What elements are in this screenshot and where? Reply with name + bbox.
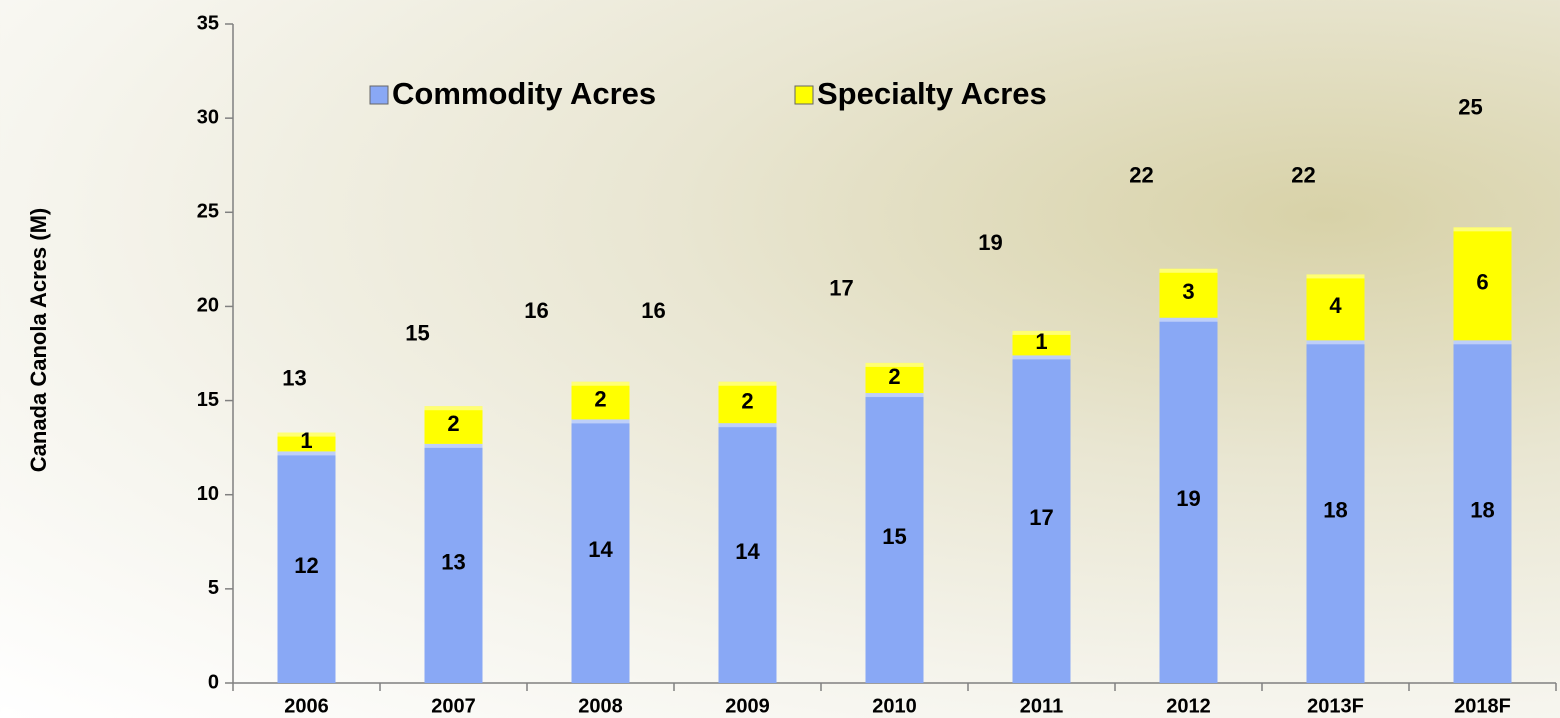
data-label: 14	[735, 539, 760, 564]
x-tick-label: 2011	[1020, 695, 1063, 717]
bar-segment	[571, 419, 630, 683]
x-tick-label: 2013F	[1307, 695, 1364, 717]
data-label: 12	[294, 553, 318, 578]
total-label: 13	[282, 366, 306, 391]
y-tick-label: 15	[197, 389, 219, 411]
bar-cap	[1159, 317, 1218, 322]
bar-segment	[1306, 274, 1365, 341]
bar-segment	[1159, 268, 1218, 318]
data-label: 2	[741, 388, 753, 413]
data-label: 2	[594, 386, 606, 411]
x-tick-label: 2018F	[1454, 695, 1511, 717]
y-tick-label: 5	[208, 577, 219, 599]
total-label: 15	[405, 320, 429, 345]
bar-segment	[718, 381, 777, 424]
data-label: 4	[1329, 293, 1342, 318]
total-label: 22	[1291, 162, 1315, 187]
bar-segment	[1306, 340, 1365, 683]
bar-segment	[1012, 330, 1071, 356]
data-label: 17	[1029, 505, 1053, 530]
data-label: 1	[300, 428, 312, 453]
data-label: 2	[447, 411, 459, 436]
bar-cap	[1159, 268, 1218, 273]
bar-cap	[1012, 330, 1071, 335]
bar-cap	[277, 432, 336, 437]
data-label: 14	[588, 537, 613, 562]
bar-cap	[865, 362, 924, 367]
bar-segment	[424, 443, 483, 683]
legend-swatch	[794, 85, 814, 105]
bar-cap	[571, 419, 630, 424]
bar-cap	[1012, 355, 1071, 360]
total-label: 16	[641, 298, 665, 323]
data-label: 1	[1035, 329, 1047, 354]
total-label: 16	[524, 298, 548, 323]
bar-segment	[424, 406, 483, 444]
bar-cap	[571, 381, 630, 386]
bar-cap	[424, 406, 483, 411]
data-label: 18	[1323, 497, 1347, 522]
data-label: 13	[441, 549, 465, 574]
total-label: 19	[978, 230, 1002, 255]
bar-cap	[1306, 274, 1365, 279]
y-tick-label: 10	[197, 483, 219, 505]
data-label: 3	[1182, 279, 1194, 304]
y-tick-label: 35	[197, 12, 219, 34]
x-tick-label: 2008	[578, 695, 623, 717]
data-label: 15	[882, 524, 906, 549]
x-tick-label: 2010	[872, 695, 917, 717]
bar-segment	[1453, 340, 1512, 683]
bar-cap	[865, 393, 924, 398]
data-label: 2	[888, 364, 900, 389]
legend-label: Commodity Acres	[392, 76, 656, 111]
x-tick-label: 2012	[1166, 695, 1211, 717]
x-tick-label: 2009	[725, 695, 770, 717]
legend-swatch	[369, 85, 389, 105]
bar-segment	[865, 362, 924, 394]
bar-cap	[424, 443, 483, 448]
total-label: 22	[1129, 162, 1153, 187]
data-label: 6	[1476, 270, 1488, 295]
data-label: 18	[1470, 497, 1494, 522]
x-tick-label: 2007	[431, 695, 476, 717]
bar-segment	[277, 432, 336, 452]
y-tick-label: 25	[197, 201, 219, 223]
bar-segment	[571, 381, 630, 420]
bar-cap	[718, 381, 777, 386]
data-label: 19	[1176, 486, 1200, 511]
total-label: 17	[829, 275, 853, 300]
y-tick-label: 20	[197, 295, 219, 317]
bar-cap	[1453, 340, 1512, 345]
bar-segment	[865, 393, 924, 683]
bar-cap	[1306, 340, 1365, 345]
bar-cap	[718, 423, 777, 428]
bar-segment	[1453, 227, 1512, 341]
y-axis-title: Canada Canola Acres (M)	[26, 208, 51, 472]
bar-segment	[1012, 355, 1071, 683]
y-tick-label: 0	[208, 671, 219, 693]
y-tick-label: 30	[197, 106, 219, 128]
bar-cap	[1453, 227, 1512, 232]
total-label: 25	[1458, 95, 1482, 120]
bar-segment	[277, 451, 336, 683]
bar-segment	[718, 423, 777, 683]
legend-label: Specialty Acres	[817, 76, 1047, 111]
bar-cap	[277, 451, 336, 456]
x-tick-label: 2006	[284, 695, 329, 717]
bar-segment	[1159, 317, 1218, 683]
